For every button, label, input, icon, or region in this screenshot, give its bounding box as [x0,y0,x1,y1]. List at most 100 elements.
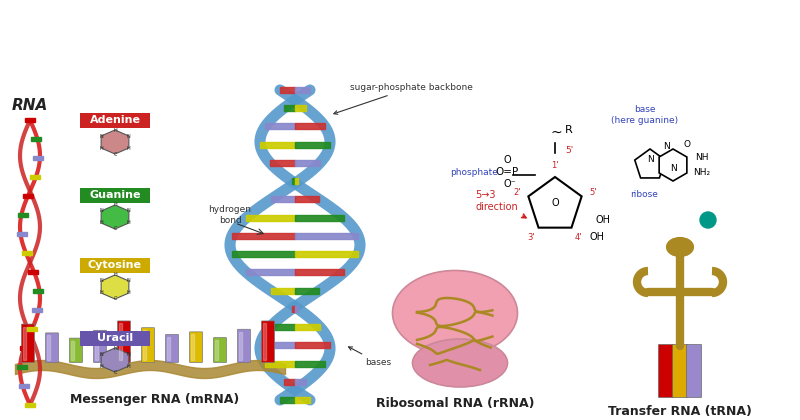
Bar [271,197,295,202]
Bar [23,194,34,198]
FancyBboxPatch shape [214,338,226,362]
Bar [295,379,306,385]
Bar [95,333,98,360]
Bar [119,323,122,360]
Bar [284,105,295,111]
Bar [20,346,30,350]
Bar [260,142,295,148]
FancyBboxPatch shape [80,113,150,128]
Bar [271,288,295,294]
Text: H: H [127,220,130,226]
Bar [191,334,194,360]
Ellipse shape [413,339,507,387]
Bar [295,160,320,166]
Bar [260,342,295,348]
Text: C: C [114,297,117,302]
Text: H: H [99,363,103,368]
Text: H: H [99,291,103,296]
Text: 5→3
direction: 5→3 direction [475,190,526,218]
Text: N: N [99,134,103,139]
Bar [167,337,170,360]
Text: H: H [113,273,117,278]
Text: O: O [683,140,690,149]
Text: 1': 1' [551,160,558,170]
Polygon shape [659,149,687,181]
Text: NH₂: NH₂ [693,168,710,177]
Bar [295,360,325,367]
Text: H: H [113,202,117,207]
FancyBboxPatch shape [94,330,106,362]
Bar [25,118,35,122]
Bar [295,324,320,330]
Bar [232,233,295,239]
Bar [295,306,298,312]
Bar [246,269,295,276]
Bar [25,403,35,407]
Text: C: C [114,226,117,231]
Bar [28,270,38,274]
FancyBboxPatch shape [262,321,274,362]
Text: Transfer RNA (tRNA): Transfer RNA (tRNA) [608,405,752,418]
Bar [33,289,42,293]
Bar [17,365,27,369]
Bar [71,341,74,360]
Bar [33,156,43,160]
Bar [23,327,26,360]
Polygon shape [101,275,129,299]
Text: phosphate: phosphate [450,168,498,177]
Bar [270,324,295,330]
Text: OH: OH [595,215,610,225]
Text: sugar-phosphate backbone: sugar-phosphate backbone [334,83,473,114]
Polygon shape [101,205,129,229]
Bar [18,232,27,236]
Bar [295,197,319,202]
Bar [292,178,295,184]
Text: C: C [114,152,117,157]
Bar [32,308,42,312]
FancyBboxPatch shape [70,338,82,362]
Polygon shape [634,149,666,178]
Polygon shape [101,130,129,154]
Bar [263,323,266,360]
Text: H: H [127,145,130,150]
Text: N: N [127,278,130,284]
Bar [266,123,295,129]
Polygon shape [528,177,582,228]
Text: Uracil: Uracil [97,333,133,343]
Bar [266,360,295,367]
FancyBboxPatch shape [80,331,150,346]
Bar [22,251,32,255]
FancyBboxPatch shape [142,328,154,362]
Text: OH: OH [590,232,605,242]
Text: N: N [99,278,103,284]
Text: H: H [127,291,130,296]
Text: H: H [99,145,103,150]
Text: ribose: ribose [630,190,658,199]
Text: Cytosine: Cytosine [88,260,142,270]
Bar [292,306,295,312]
Text: H: H [127,363,130,368]
Text: Ribosomal RNA (rRNA): Ribosomal RNA (rRNA) [376,396,534,410]
Bar [31,137,41,141]
Bar [232,251,295,257]
Text: N: N [647,155,654,164]
Bar [295,233,358,239]
FancyBboxPatch shape [166,334,178,362]
FancyBboxPatch shape [80,257,150,273]
Ellipse shape [393,270,518,355]
Text: 3': 3' [528,233,535,242]
Text: R: R [565,125,573,135]
Bar [246,215,295,220]
Text: N: N [127,208,130,213]
Bar [26,327,37,331]
Bar [30,175,40,179]
Text: base
(here guanine): base (here guanine) [611,105,678,125]
Text: 2': 2' [514,188,521,197]
FancyBboxPatch shape [238,329,250,362]
Text: Adenine: Adenine [90,115,141,125]
Bar [284,379,295,385]
Bar [295,178,298,184]
Text: N: N [127,134,130,139]
Text: N: N [663,142,670,151]
FancyBboxPatch shape [673,344,687,397]
